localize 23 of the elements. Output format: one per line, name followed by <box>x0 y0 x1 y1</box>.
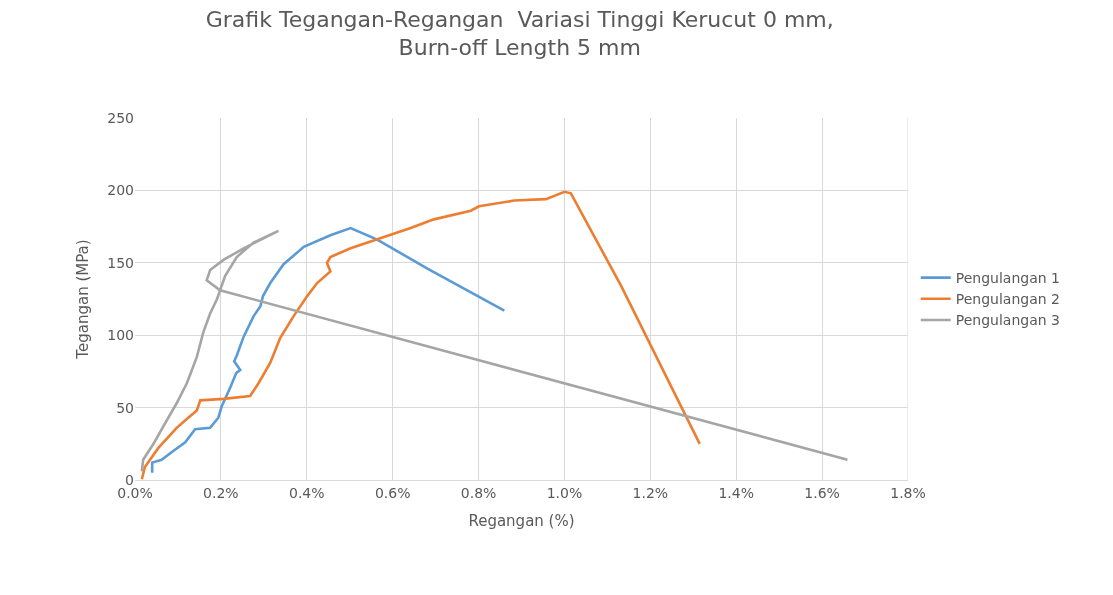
x-tick-label: 1.4% <box>718 484 755 501</box>
x-axis-title: Regangan (%) <box>468 511 575 530</box>
y-tick-label: 150 <box>107 254 134 271</box>
x-tick-label: 0.4% <box>288 484 325 501</box>
y-axis-title: Tegangan (MPa) <box>73 239 92 360</box>
y-tick-label: 200 <box>107 182 134 199</box>
y-tick-label: 250 <box>107 109 134 126</box>
x-tick-label: 1.6% <box>804 484 840 501</box>
chart-title: Grafik Tegangan-Regangan Variasi Tinggi Kerucut 0 mm, Burn-off Length 5 mm <box>205 6 834 61</box>
x-tick-label: 1.0% <box>546 484 583 501</box>
y-tick-label: 100 <box>107 327 134 344</box>
line-series <box>140 190 702 480</box>
legend-label: Pengulangan 2 <box>955 291 1060 308</box>
legend-label: Pengulangan 3 <box>955 312 1060 329</box>
x-tick-label: 1.8% <box>890 484 926 501</box>
legend-label: Pengulangan 1 <box>955 270 1060 287</box>
line-series <box>140 229 849 473</box>
y-tick-label: 50 <box>116 399 134 416</box>
line-series <box>150 226 506 475</box>
x-tick-label: 0.2% <box>203 484 239 501</box>
x-tick-label: 1.2% <box>632 484 669 501</box>
x-tick-label: 0.6% <box>374 484 411 501</box>
x-tick-label: 0.8% <box>460 484 497 501</box>
